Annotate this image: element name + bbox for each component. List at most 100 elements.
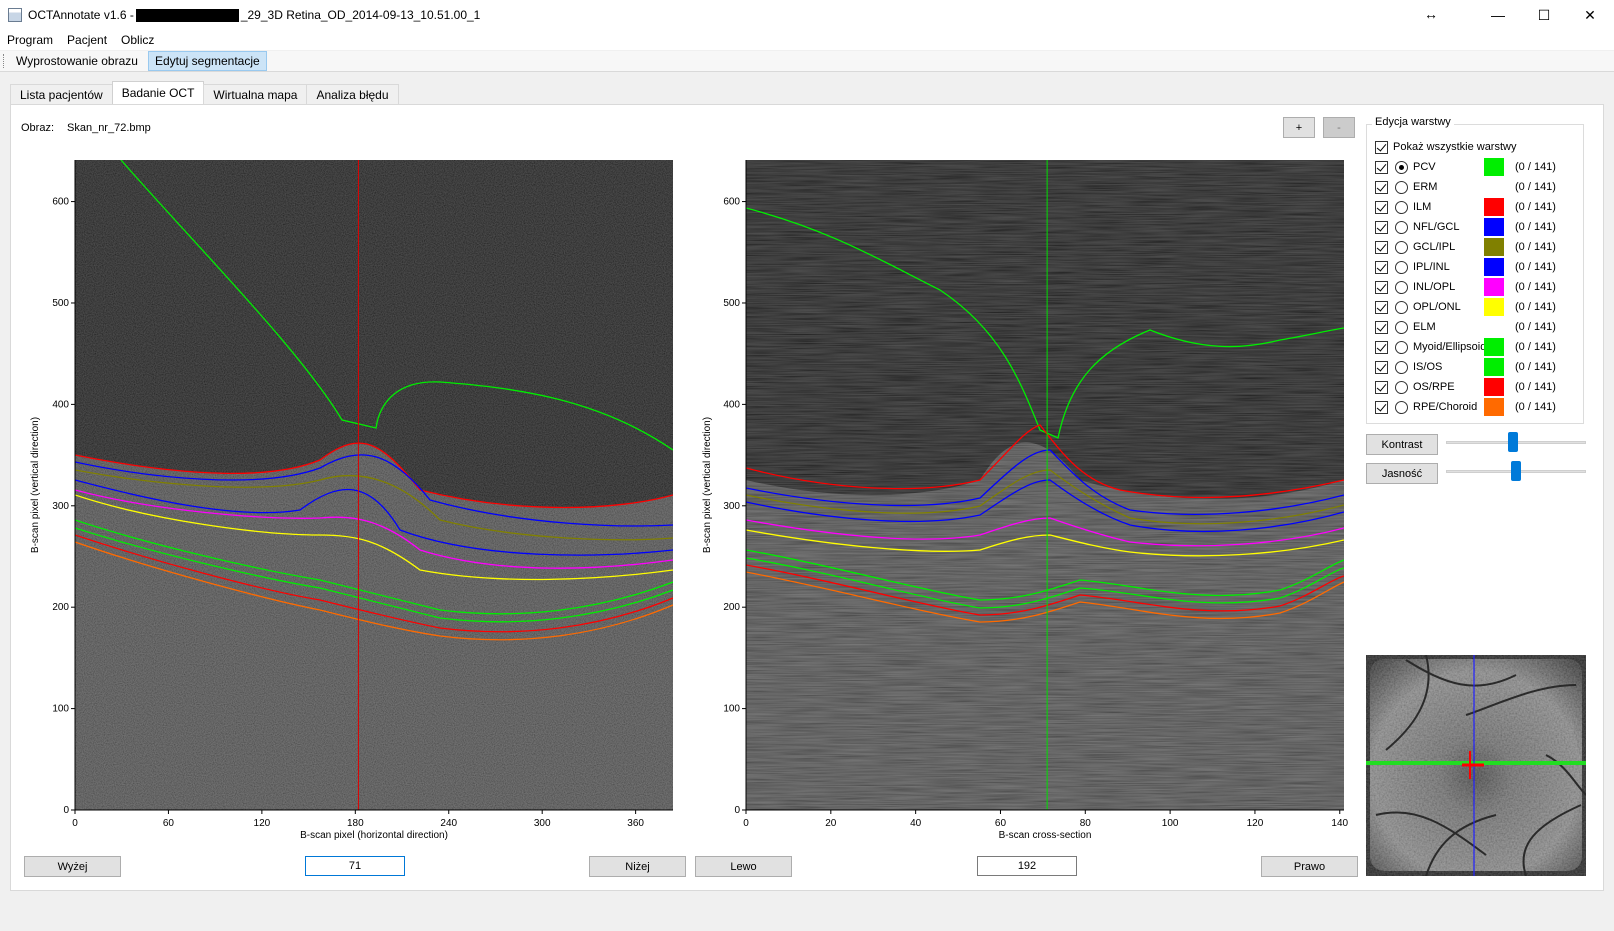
layer-row-opl-onl[interactable]: OPL/ONL (0 / 141) <box>1375 298 1590 316</box>
layer-row-elm[interactable]: ELM (0 / 141) <box>1375 318 1590 336</box>
edit-segmentation-button[interactable]: Edytuj segmentacje <box>147 51 267 71</box>
tab-error-analysis[interactable]: Analiza błędu <box>306 84 399 104</box>
layer-row-myoid-ellipsoid[interactable]: Myoid/Ellipsoid (0 / 141) <box>1375 338 1590 356</box>
layer-color-swatch[interactable] <box>1484 298 1504 316</box>
menu-oblicz[interactable]: Oblicz <box>121 33 155 47</box>
left-x-tick-label: 180 <box>347 818 364 829</box>
layer-visible-checkbox[interactable] <box>1375 161 1388 174</box>
layer-color-swatch[interactable] <box>1484 398 1504 416</box>
brightness-slider-thumb[interactable] <box>1511 461 1521 481</box>
minimize-button[interactable]: — <box>1491 7 1505 23</box>
zoom-out-button[interactable]: - <box>1323 117 1355 138</box>
layer-name: IS/OS <box>1413 361 1443 373</box>
layer-row-is-os[interactable]: IS/OS (0 / 141) <box>1375 358 1590 376</box>
layer-select-radio[interactable] <box>1395 321 1408 334</box>
layer-count: (0 / 141) <box>1515 381 1556 393</box>
layer-visible-checkbox[interactable] <box>1375 401 1388 414</box>
right-bscan-chart: 0 20 40 60 80 100 120 140 0 100 200 300 400 500 600 B-… <box>702 160 1349 841</box>
show-all-checkbox[interactable] <box>1375 141 1388 154</box>
zoom-in-button[interactable]: + <box>1283 117 1315 138</box>
right-x-tick-label: 80 <box>1080 818 1092 829</box>
contrast-slider-thumb[interactable] <box>1508 432 1519 452</box>
layer-color-swatch[interactable] <box>1484 278 1504 296</box>
layer-row-gcl-ipl[interactable]: GCL/IPL (0 / 141) <box>1375 238 1590 256</box>
right-y-tick-label: 200 <box>723 602 740 613</box>
layer-visible-checkbox[interactable] <box>1375 281 1388 294</box>
layer-visible-checkbox[interactable] <box>1375 261 1388 274</box>
layer-row-pcv[interactable]: PCV (0 / 141) <box>1375 158 1590 176</box>
layer-color-swatch[interactable] <box>1484 198 1504 216</box>
layer-visible-checkbox[interactable] <box>1375 301 1388 314</box>
layer-color-swatch[interactable] <box>1484 338 1504 356</box>
layer-name: Myoid/Ellipsoid <box>1413 341 1487 353</box>
layer-row-os-rpe[interactable]: OS/RPE (0 / 141) <box>1375 378 1590 396</box>
layer-count: (0 / 141) <box>1515 221 1556 233</box>
layer-visible-checkbox[interactable] <box>1375 181 1388 194</box>
layer-select-radio[interactable] <box>1395 221 1408 234</box>
layer-count: (0 / 141) <box>1515 261 1556 273</box>
layer-visible-checkbox[interactable] <box>1375 361 1388 374</box>
up-button[interactable]: Wyżej <box>24 856 121 877</box>
down-button[interactable]: Niżej <box>589 856 686 877</box>
layer-row-ilm[interactable]: ILM (0 / 141) <box>1375 198 1590 216</box>
layer-color-swatch[interactable] <box>1484 158 1504 176</box>
layer-visible-checkbox[interactable] <box>1375 241 1388 254</box>
layer-select-radio[interactable] <box>1395 401 1408 414</box>
contrast-button[interactable]: Kontrast <box>1366 434 1438 455</box>
layer-row-ipl-inl[interactable]: IPL/INL (0 / 141) <box>1375 258 1590 276</box>
resize-arrows-icon: ↔ <box>1424 6 1438 22</box>
maximize-button[interactable]: ☐ <box>1537 6 1551 23</box>
fundus-svg <box>1366 655 1586 876</box>
layer-row-rpe-choroid[interactable]: RPE/Choroid (0 / 141) <box>1375 398 1590 416</box>
menu-pacjent[interactable]: Pacjent <box>67 33 108 47</box>
layer-name: PCV <box>1413 161 1436 173</box>
layer-visible-checkbox[interactable] <box>1375 201 1388 214</box>
right-button[interactable]: Prawo <box>1261 856 1358 877</box>
straighten-image-button[interactable]: Wyprostowanie obrazu <box>16 54 138 68</box>
layer-row-erm[interactable]: ERM (0 / 141) <box>1375 178 1590 196</box>
layer-select-radio[interactable] <box>1395 361 1408 374</box>
layer-name: OPL/ONL <box>1413 301 1461 313</box>
layer-visible-checkbox[interactable] <box>1375 381 1388 394</box>
right-layer-curve <box>746 549 1344 601</box>
layer-select-radio[interactable] <box>1395 201 1408 214</box>
layer-visible-checkbox[interactable] <box>1375 341 1388 354</box>
fundus-image[interactable] <box>1366 655 1586 876</box>
layer-visible-checkbox[interactable] <box>1375 321 1388 334</box>
layer-select-radio[interactable] <box>1395 161 1408 174</box>
layer-row-nfl-gcl[interactable]: NFL/GCL (0 / 141) <box>1375 218 1590 236</box>
layer-color-swatch[interactable] <box>1484 218 1504 236</box>
show-all-label: Pokaż wszystkie warstwy <box>1393 141 1517 153</box>
layer-select-radio[interactable] <box>1395 261 1408 274</box>
tab-virtual-map[interactable]: Wirtualna mapa <box>203 84 308 104</box>
image-filename: Skan_nr_72.bmp <box>67 122 151 134</box>
tab-oct-exam[interactable]: Badanie OCT <box>111 81 205 104</box>
layer-color-swatch[interactable] <box>1484 238 1504 256</box>
left-y-tick-label: 500 <box>52 298 69 309</box>
layer-select-radio[interactable] <box>1395 301 1408 314</box>
layer-name: IPL/INL <box>1413 261 1450 273</box>
menu-program[interactable]: Program <box>7 33 54 47</box>
layer-select-radio[interactable] <box>1395 381 1408 394</box>
layer-select-radio[interactable] <box>1395 281 1408 294</box>
layer-visible-checkbox[interactable] <box>1375 221 1388 234</box>
layer-select-radio[interactable] <box>1395 181 1408 194</box>
layer-row-inl-opl[interactable]: INL/OPL (0 / 141) <box>1375 278 1590 296</box>
layer-color-swatch[interactable] <box>1484 258 1504 276</box>
brightness-button[interactable]: Jasność <box>1366 463 1438 484</box>
show-all-layers-row[interactable]: Pokaż wszystkie warstwy <box>1375 138 1590 156</box>
close-button[interactable]: ✕ <box>1584 6 1596 23</box>
left-layer-curve <box>75 519 673 615</box>
tab-patient-list[interactable]: Lista pacjentów <box>10 84 113 104</box>
left-layer-curve <box>120 160 673 451</box>
bscan-index-input[interactable]: 71 <box>305 856 405 876</box>
left-button[interactable]: Lewo <box>695 856 792 877</box>
layer-select-radio[interactable] <box>1395 241 1408 254</box>
right-x-tick-label: 0 <box>743 818 749 829</box>
layer-select-radio[interactable] <box>1395 341 1408 354</box>
left-x-tick-label: 120 <box>254 818 271 829</box>
layer-color-swatch[interactable] <box>1484 378 1504 396</box>
cross-section-index-input[interactable]: 192 <box>977 856 1077 876</box>
layer-color-swatch[interactable] <box>1484 358 1504 376</box>
toolbar-grip[interactable] <box>3 54 6 68</box>
